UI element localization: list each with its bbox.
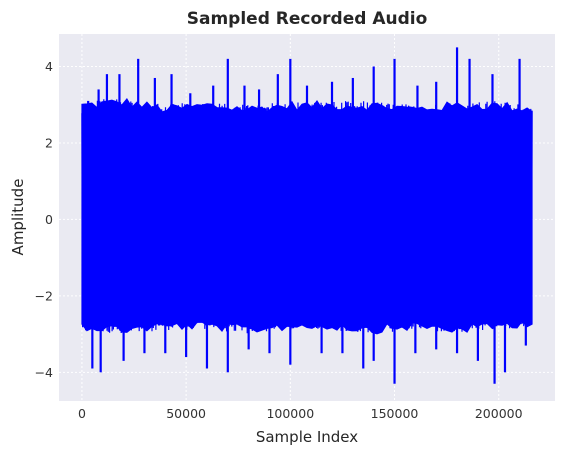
y-tick-label: 2	[45, 135, 53, 150]
y-tick-label: 0	[45, 212, 53, 227]
y-tick-label: 4	[45, 59, 53, 74]
x-tick-label: 150000	[371, 406, 419, 421]
waveform-line	[81, 99, 533, 334]
y-tick-label: −4	[35, 365, 53, 380]
chart-title: Sampled Recorded Audio	[187, 9, 428, 29]
y-axis-label: Amplitude	[9, 179, 27, 256]
x-tick-label: 0	[78, 406, 86, 421]
x-axis-label: Sample Index	[256, 428, 358, 446]
x-tick-label: 50000	[166, 406, 206, 421]
x-tick-labels: 0 50000 100000 150000 200000	[78, 406, 523, 421]
x-tick-label: 200000	[475, 406, 523, 421]
y-tick-label: −2	[35, 288, 53, 303]
y-tick-labels: −4 −2 0 2 4	[35, 59, 53, 380]
waveform-series	[81, 47, 533, 384]
x-tick-label: 100000	[266, 406, 314, 421]
